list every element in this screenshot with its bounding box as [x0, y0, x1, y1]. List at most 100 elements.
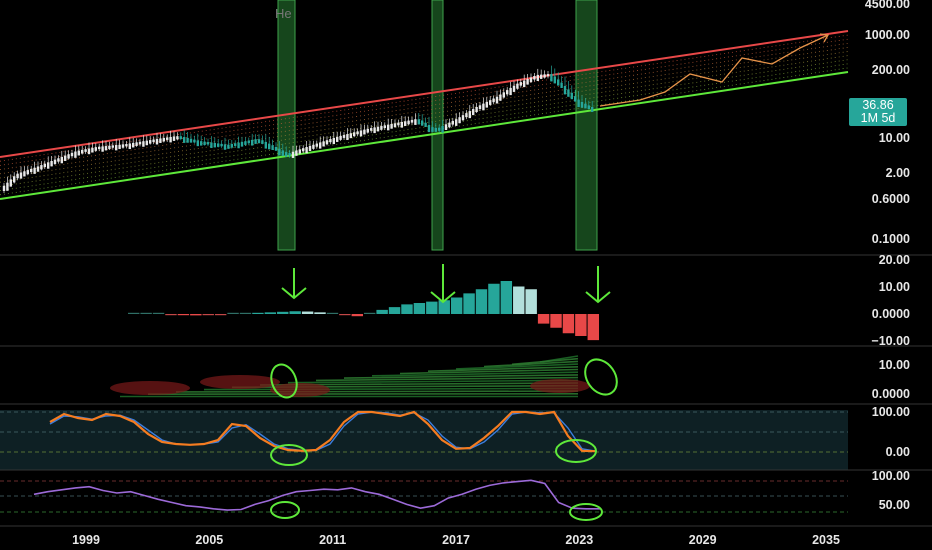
candle-body-108 [370, 128, 373, 131]
down-arrow-head-1 [281, 287, 307, 300]
heatmap-axis-tick-1: 0.0000 [872, 387, 910, 401]
momentum-bar-21 [388, 307, 401, 314]
rsi-pane [0, 479, 848, 513]
candle-body-7 [26, 170, 29, 175]
candle-body-99 [339, 135, 342, 140]
candle-body-52 [179, 136, 182, 140]
heatmap-line-12 [203, 387, 579, 391]
highlight-band-border-3 [575, 0, 598, 251]
momentum-axis-tick-2: 0.0000 [872, 307, 910, 321]
momentum-bar-18 [351, 314, 363, 317]
candle-body-134 [458, 117, 461, 124]
candle-body-124 [424, 122, 427, 127]
candle-body-103 [353, 132, 356, 137]
stochastic-axis: 100.00 0.00 [872, 405, 910, 459]
time-axis: 1999 2005 2011 2017 2023 2029 2035 [72, 533, 840, 547]
heatmap-line-4 [427, 366, 579, 372]
candle-body-3 [13, 176, 16, 183]
heatmap-red-blob-2 [270, 383, 330, 397]
candle-body-77 [264, 141, 267, 149]
candle-body-33 [115, 145, 118, 151]
candle-body-29 [101, 146, 104, 152]
candle-body-136 [465, 113, 468, 118]
candle-body-75 [257, 139, 261, 144]
candle-body-46 [159, 138, 162, 143]
channel-band-line-7 [0, 59, 849, 187]
momentum-axis-tick-0: 20.00 [879, 253, 910, 267]
candle-body-15 [53, 159, 57, 164]
candle-body-125 [427, 125, 431, 133]
price-badge[interactable]: 36.86 1M 5d [849, 98, 907, 126]
candle-body-18 [64, 155, 67, 161]
heatmap-line-6 [371, 371, 579, 377]
candle-body-6 [23, 171, 26, 177]
candle-body-9 [33, 167, 36, 174]
annotations [270, 264, 618, 521]
momentum-bar-10 [252, 312, 264, 314]
candle-body-168 [574, 96, 577, 102]
candle-body-78 [268, 143, 271, 150]
candle-body-101 [346, 134, 349, 141]
highlight-band-1 [278, 0, 295, 250]
momentum-bar-28 [475, 289, 488, 314]
candle-body-83 [285, 152, 288, 157]
candle-body-114 [390, 124, 393, 129]
highlight-circle-6 [569, 503, 603, 521]
price-axis-tick-1: 1000.00 [865, 28, 910, 42]
highlight-circle-2 [584, 358, 618, 396]
channel-band-line-6 [0, 55, 849, 183]
highlight-circle-5 [270, 501, 300, 519]
highlight-band-border-1 [277, 0, 296, 251]
momentum-bar-31 [513, 286, 525, 314]
momentum-bar-19 [364, 312, 376, 314]
candle-body-81 [278, 148, 281, 156]
momentum-bar-24 [426, 301, 438, 314]
candle-body-113 [387, 124, 390, 131]
candle-body-105 [359, 130, 363, 137]
momentum-bar-25 [438, 300, 450, 314]
candle-body-59 [203, 141, 206, 146]
momentum-bar-32 [525, 289, 537, 314]
candle-body-110 [376, 126, 380, 132]
candle-body-148 [506, 90, 509, 95]
candle-body-139 [475, 107, 478, 113]
candle-body-163 [557, 79, 560, 86]
momentum-bar-33 [537, 314, 550, 324]
heatmap-line-2 [483, 360, 579, 368]
candle-body-14 [50, 161, 53, 167]
indicator-title-fragment: He [275, 6, 292, 21]
price-axis-tick-2: 200.00 [872, 63, 910, 77]
heatmap-line-3 [455, 363, 579, 370]
candle-body-1 [6, 182, 9, 191]
candle-body-104 [356, 131, 359, 135]
time-axis-label-6: 2035 [812, 533, 840, 547]
rsi-line [33, 479, 600, 511]
heatmap-axis: 10.00 0.0000 [872, 358, 910, 401]
candle-body-69 [237, 142, 240, 149]
time-axis-label-3: 2017 [442, 533, 470, 547]
candle-body-158 [540, 74, 543, 79]
candle-body-48 [166, 137, 169, 140]
heatmap-line-7 [343, 374, 579, 379]
candle-body-144 [492, 98, 495, 103]
rsi-axis: 100.00 50.00 [872, 469, 910, 512]
candle-body-32 [111, 145, 114, 148]
candle-body-0 [2, 185, 6, 191]
candle-body-123 [421, 120, 424, 126]
candle-body-67 [230, 143, 233, 148]
candle-body-24 [84, 149, 87, 152]
price-axis: 4500.00 1000.00 200.00 10.00 2.00 0.6000 0.100… [865, 0, 910, 246]
candle-body-42 [145, 140, 148, 146]
momentum-bar-2 [152, 312, 165, 314]
price-candles [2, 65, 594, 193]
candle-body-38 [132, 142, 135, 148]
momentum-bar-23 [413, 303, 426, 314]
candle-body-57 [196, 140, 199, 147]
heatmap-axis-tick-0: 10.00 [879, 358, 910, 372]
candle-body-2 [9, 179, 12, 187]
candle-body-111 [380, 126, 383, 130]
highlight-circle-4 [555, 439, 597, 463]
candle-body-170 [580, 102, 584, 108]
momentum-bar-15 [314, 312, 326, 314]
